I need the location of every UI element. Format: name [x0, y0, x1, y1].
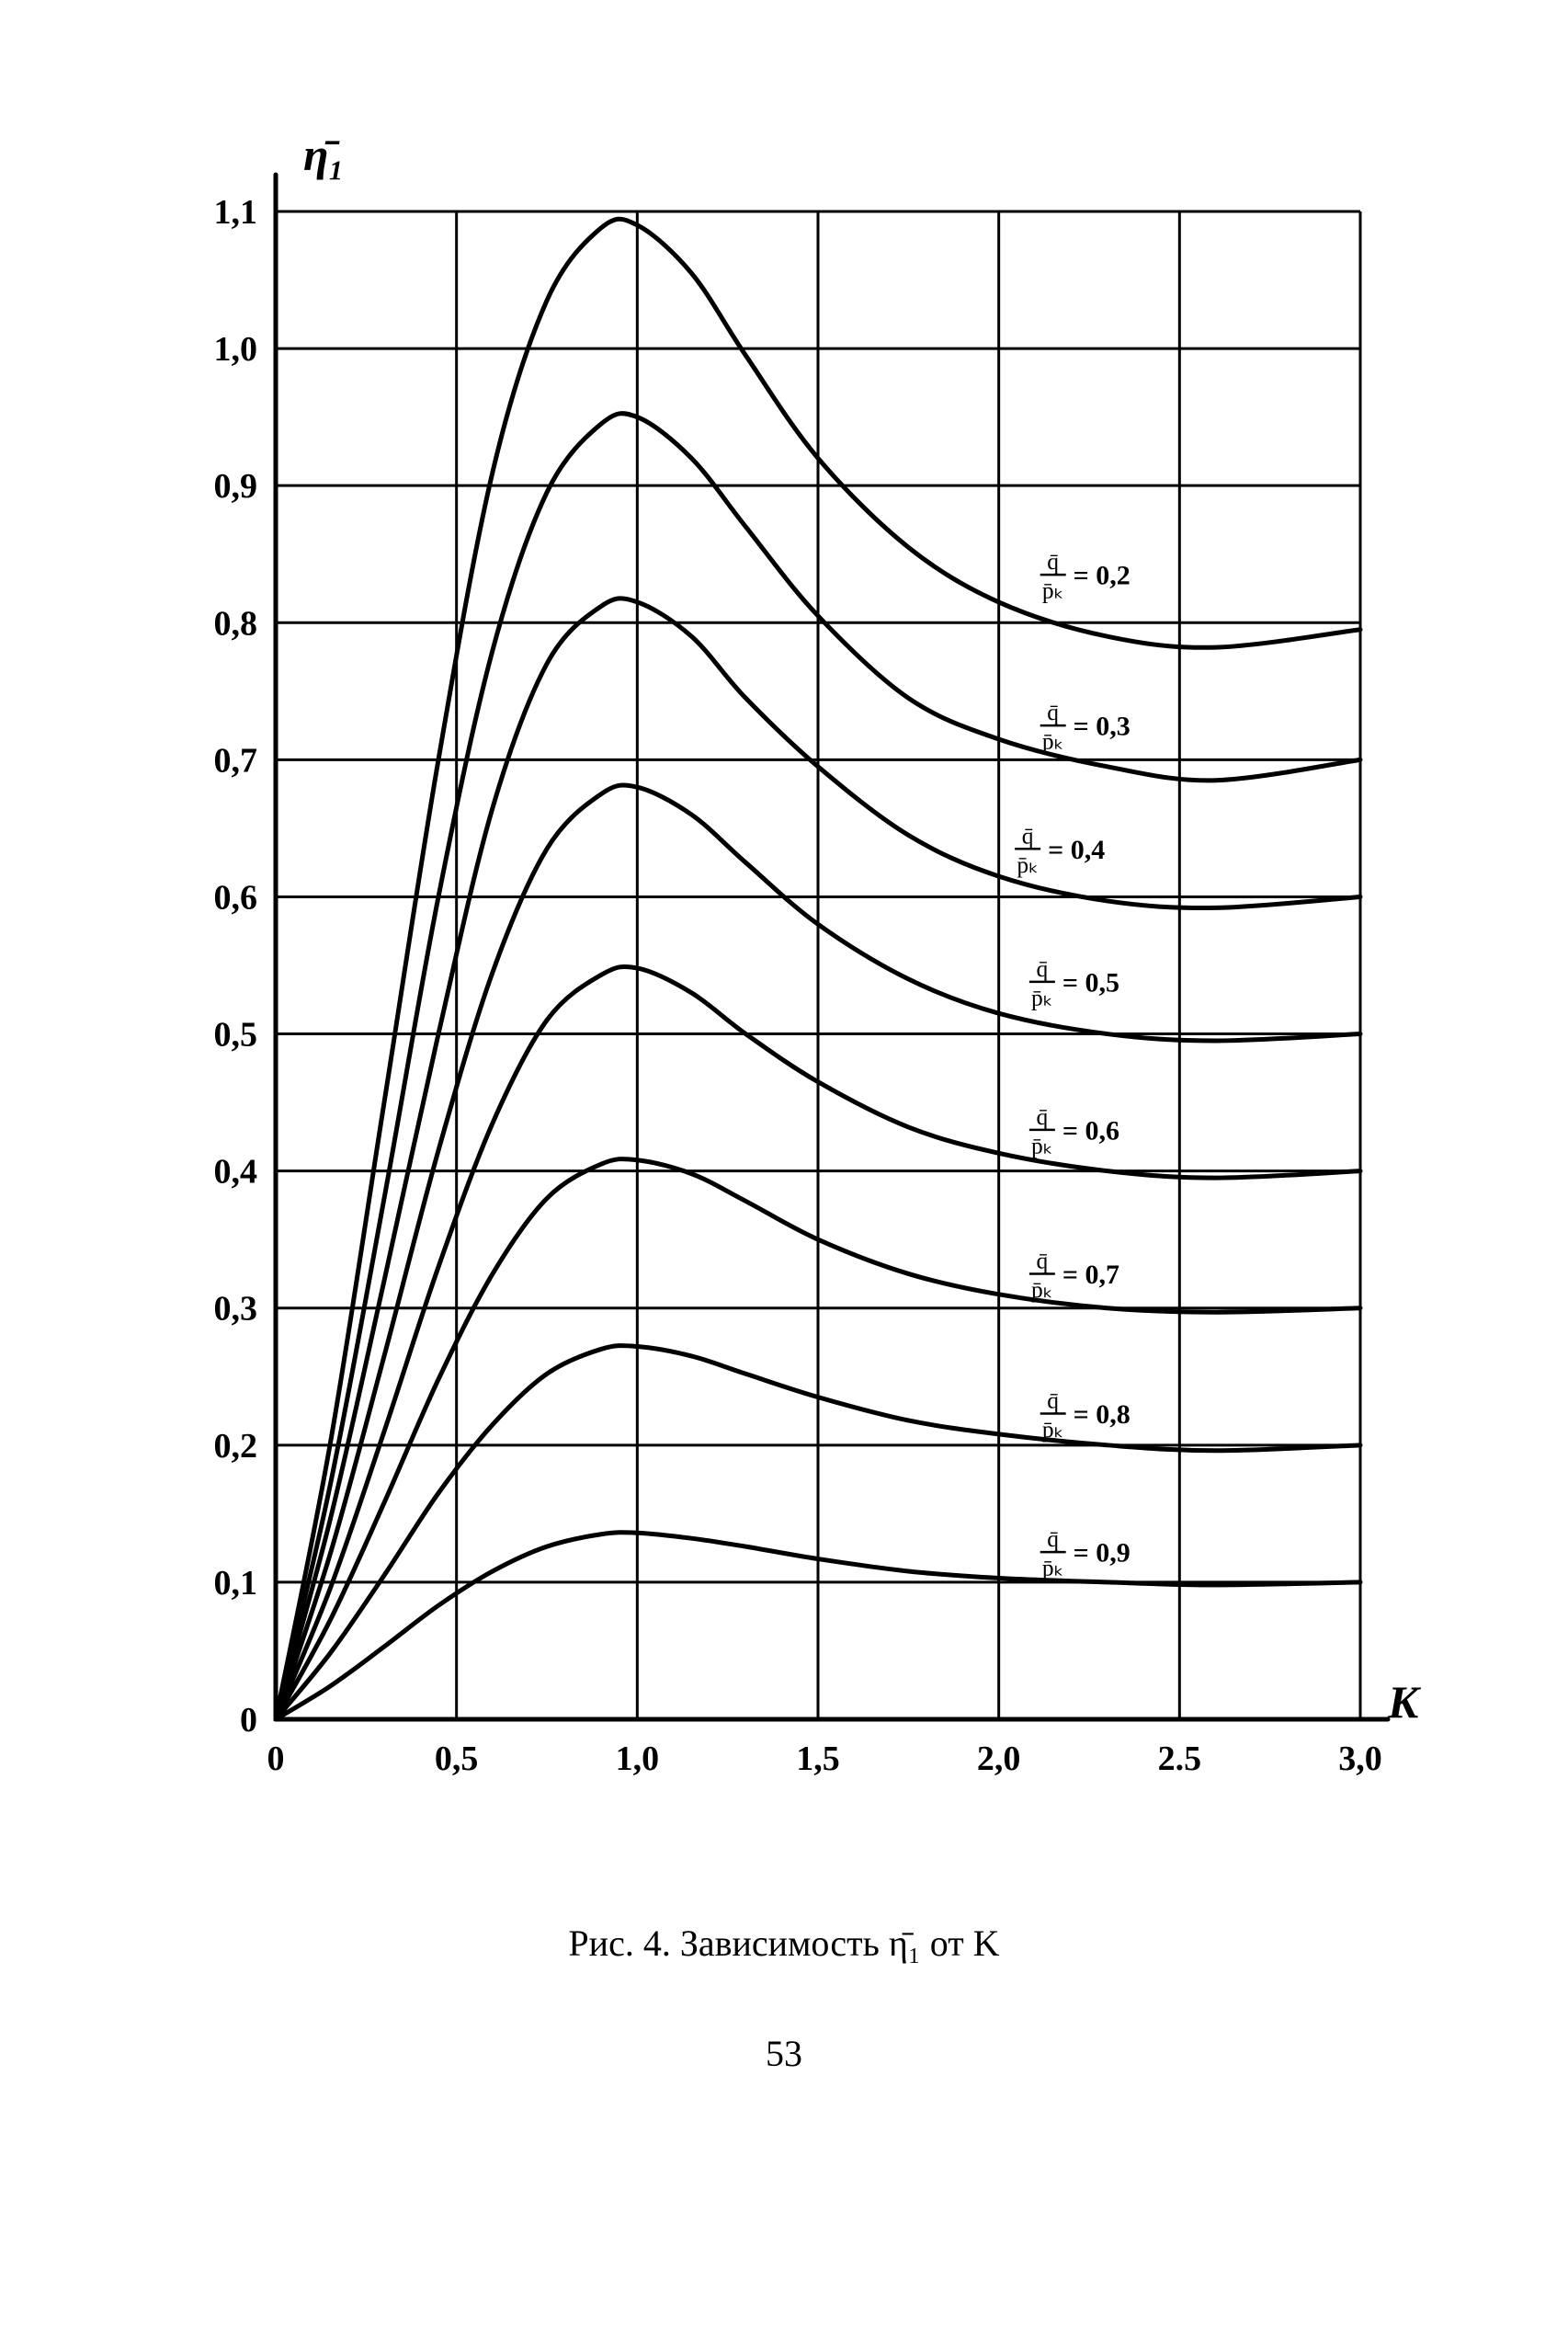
y-tick-label: 0,7 [214, 741, 258, 780]
x-tick-label: 0 [267, 1740, 285, 1778]
page-number: 53 [0, 2032, 1568, 2075]
svg-text:p̄ₖ: p̄ₖ [1042, 728, 1064, 755]
x-tick-label: 1,0 [616, 1740, 660, 1778]
y-tick-label: 0,3 [214, 1290, 258, 1329]
x-tick-label: 1,5 [796, 1740, 840, 1778]
svg-text:q̄: q̄ [1036, 955, 1048, 982]
svg-text:= 0,3: = 0,3 [1074, 712, 1131, 742]
svg-text:p̄ₖ: p̄ₖ [1031, 1132, 1053, 1158]
x-axis-title: K [1387, 1676, 1422, 1728]
svg-text:= 0,6: = 0,6 [1062, 1115, 1119, 1146]
svg-text:p̄ₖ: p̄ₖ [1017, 851, 1039, 878]
y-tick-label: 0,5 [214, 1016, 258, 1055]
svg-text:p̄ₖ: p̄ₖ [1031, 1276, 1053, 1303]
svg-text:p̄ₖ: p̄ₖ [1042, 1416, 1064, 1443]
y-tick-label: 0,8 [214, 604, 258, 643]
x-tick-label: 0,5 [435, 1740, 479, 1778]
svg-text:q̄: q̄ [1036, 1103, 1048, 1130]
svg-text:q̄: q̄ [1047, 1525, 1059, 1552]
svg-text:q̄: q̄ [1047, 548, 1059, 575]
svg-text:q̄: q̄ [1036, 1247, 1048, 1273]
svg-text:= 0,9: = 0,9 [1074, 1538, 1131, 1568]
svg-text:= 0,5: = 0,5 [1062, 967, 1119, 998]
page: { "chart": { "type": "line", "background… [0, 0, 1568, 2327]
x-tick-label: 3,0 [1338, 1740, 1382, 1778]
svg-text:p̄ₖ: p̄ₖ [1042, 577, 1064, 604]
y-tick-label: 0 [240, 1701, 257, 1740]
y-tick-label: 0,1 [214, 1564, 258, 1603]
svg-text:q̄: q̄ [1047, 1387, 1059, 1414]
svg-text:p̄ₖ: p̄ₖ [1042, 1555, 1064, 1581]
svg-text:p̄ₖ: p̄ₖ [1031, 984, 1053, 1010]
svg-text:= 0,4: = 0,4 [1048, 835, 1105, 865]
svg-text:= 0,2: = 0,2 [1074, 561, 1131, 591]
y-tick-label: 0,6 [214, 878, 258, 917]
x-tick-label: 2.5 [1158, 1740, 1202, 1778]
y-tick-label: 0,4 [214, 1153, 258, 1192]
svg-text:= 0,8: = 0,8 [1074, 1399, 1131, 1430]
y-axis-title: η̄₁ [303, 129, 345, 180]
chart: 0 0,5 1,0 1,5 2,0 2.5 3,0 0 0,1 0,2 0,3 0,4 0,5 0,6 0,… [0, 0, 1568, 1931]
svg-text:= 0,7: = 0,7 [1062, 1260, 1119, 1290]
y-tick-label: 0,9 [214, 467, 258, 506]
y-tick-label: 0,2 [214, 1427, 258, 1466]
svg-text:q̄: q̄ [1047, 699, 1059, 725]
y-tick-label: 1,0 [214, 330, 258, 369]
figure-caption: Рис. 4. Зависимость η̄₁ от K [0, 1922, 1568, 1965]
svg-text:q̄: q̄ [1022, 822, 1034, 849]
x-tick-label: 2,0 [977, 1740, 1021, 1778]
y-tick-label: 1,1 [214, 193, 258, 232]
